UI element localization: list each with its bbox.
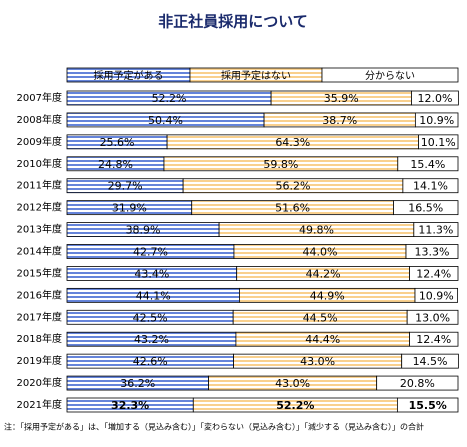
value-label: 52.2%	[152, 92, 187, 105]
value-label: 11.3%	[418, 224, 453, 237]
value-label: 43.4%	[134, 267, 169, 280]
value-label: 38.7%	[322, 114, 357, 127]
value-label: 16.5%	[408, 202, 443, 215]
value-label: 42.5%	[133, 311, 168, 324]
bar-segment	[401, 353, 459, 369]
value-label: 44.1%	[136, 289, 171, 302]
value-label: 31.9%	[112, 202, 147, 215]
bar-segment	[418, 134, 459, 150]
legend-label: 分からない	[365, 70, 415, 82]
value-label: 38.9%	[126, 224, 161, 237]
value-label: 36.2%	[120, 377, 155, 390]
value-label: 13.3%	[415, 246, 450, 259]
value-label: 52.2%	[276, 399, 314, 412]
value-label: 12.4%	[416, 267, 451, 280]
value-label: 14.1%	[413, 180, 448, 193]
y-tick-label: 2015年度	[17, 266, 62, 279]
value-label: 12.0%	[417, 92, 452, 105]
value-label: 42.7%	[133, 246, 168, 259]
bar-segment	[376, 375, 459, 391]
y-tick-label: 2016年度	[17, 288, 62, 301]
value-label: 44.9%	[310, 289, 345, 302]
bar-segment	[414, 112, 459, 128]
y-tick-label: 2018年度	[17, 332, 62, 345]
value-label: 42.6%	[133, 355, 168, 368]
value-label: 20.8%	[400, 377, 435, 390]
y-tick-label: 2014年度	[17, 245, 62, 258]
bar-segment	[411, 90, 459, 106]
bar-segment	[409, 266, 459, 281]
legend-label: 採用予定はない	[221, 69, 291, 82]
y-tick-label: 2011年度	[17, 179, 62, 192]
value-label: 15.5%	[409, 399, 447, 412]
value-label: 59.8%	[263, 158, 298, 171]
value-label: 43.0%	[275, 377, 310, 390]
value-label: 44.0%	[303, 246, 338, 259]
value-label: 43.2%	[134, 333, 169, 346]
bar-segment	[396, 397, 459, 413]
y-tick-label: 2007年度	[17, 91, 62, 104]
value-label: 43.0%	[300, 355, 335, 368]
bar-segment	[406, 309, 459, 325]
value-label: 14.5%	[413, 355, 448, 368]
value-label: 10.9%	[419, 114, 454, 127]
value-label: 44.2%	[306, 267, 341, 280]
y-tick-label: 2009年度	[17, 135, 62, 148]
y-tick-label: 2013年度	[17, 223, 62, 236]
y-tick-label: 2010年度	[17, 157, 62, 170]
value-label: 51.6%	[275, 202, 310, 215]
y-tick-label: 2017年度	[17, 310, 62, 323]
bar-segment	[397, 156, 459, 172]
y-tick-label: 2019年度	[17, 354, 62, 367]
value-label: 50.4%	[148, 114, 183, 127]
value-label: 15.4%	[410, 158, 445, 171]
value-label: 25.6%	[100, 136, 135, 149]
value-label: 12.4%	[416, 333, 451, 346]
bar-segment	[413, 222, 459, 237]
bar-segment	[402, 178, 459, 194]
value-label: 10.9%	[419, 289, 454, 302]
value-label: 29.7%	[108, 180, 143, 193]
value-label: 44.5%	[303, 311, 338, 324]
value-label: 49.8%	[299, 224, 334, 237]
y-tick-label: 2012年度	[17, 201, 62, 214]
value-label: 35.9%	[324, 92, 359, 105]
value-label: 32.3%	[111, 399, 149, 412]
value-label: 56.2%	[276, 180, 311, 193]
bar-segment	[393, 200, 459, 216]
legend-label: 採用予定がある	[94, 69, 164, 82]
y-tick-label: 2020年度	[17, 376, 62, 389]
value-label: 10.1%	[421, 136, 456, 149]
value-label: 44.4%	[305, 333, 340, 346]
bar-segment	[409, 331, 459, 347]
y-tick-label: 2008年度	[17, 113, 62, 126]
bar-segment	[405, 244, 459, 259]
value-label: 64.3%	[275, 136, 310, 149]
footnote: 注：「採用予定がある」は、「増加する（見込み含む）」「変わらない（見込み含む）」…	[4, 422, 424, 432]
legend-swatch	[321, 67, 459, 83]
value-label: 24.8%	[98, 158, 133, 171]
y-tick-label: 2021年度	[17, 398, 62, 411]
bar-segment	[414, 287, 459, 303]
value-label: 13.0%	[415, 311, 450, 324]
chart-title: 非正社員採用について	[158, 13, 308, 31]
